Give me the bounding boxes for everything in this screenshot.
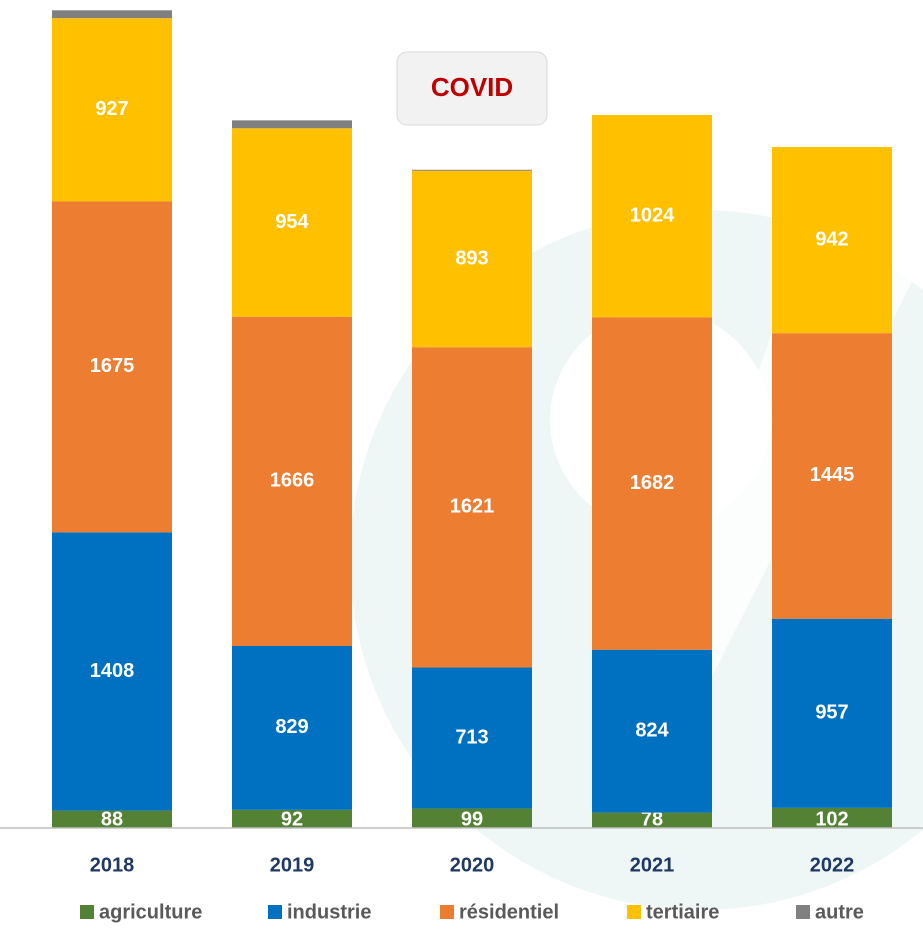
legend-label: tertiaire (646, 901, 719, 923)
data-label: 957 (815, 702, 848, 724)
bar-segment (592, 317, 712, 650)
data-label: 99 (461, 808, 483, 830)
data-label: 893 (455, 247, 488, 269)
legend: agriculture industrie résidentiel tertiaire… (80, 901, 864, 923)
data-label: 1445 (810, 464, 855, 486)
bar-segment (412, 347, 532, 668)
x-tick-label: 2019 (270, 854, 315, 876)
bar-segment (412, 808, 532, 828)
bar-segment (592, 812, 712, 828)
bar-segment (412, 170, 532, 348)
data-label: 92 (281, 808, 303, 830)
x-tick-label: 2021 (630, 854, 675, 876)
bar-segment (52, 18, 172, 202)
data-label: 78 (641, 808, 663, 830)
annotation: COVID (431, 72, 513, 102)
data-label: 1682 (630, 472, 675, 494)
bar-segment (52, 810, 172, 828)
annotation-box: COVID (396, 51, 548, 126)
data-label: 927 (95, 98, 128, 120)
bar-segment (232, 120, 352, 129)
data-label: 829 (275, 716, 308, 738)
legend-swatch (796, 905, 810, 919)
data-label: 942 (815, 228, 848, 250)
data-label: 954 (275, 211, 309, 233)
bar-segment (772, 807, 892, 828)
bar-segment (772, 147, 892, 334)
data-label: 1621 (450, 496, 495, 518)
data-label: 88 (101, 808, 123, 830)
legend-label: autre (815, 901, 864, 923)
bar-segment (232, 645, 352, 810)
bar-segment (412, 667, 532, 809)
data-label: 1024 (630, 204, 675, 226)
legend-label: résidentiel (459, 901, 559, 923)
legend-label: agriculture (99, 901, 202, 923)
data-label: 1675 (90, 355, 135, 377)
x-tick-label: 2020 (450, 854, 495, 876)
legend-label: industrie (287, 901, 371, 923)
bar-segment (52, 201, 172, 533)
bar-segment (592, 649, 712, 813)
data-label: 102 (815, 808, 848, 830)
bar-segment (592, 115, 712, 318)
data-label: 1666 (270, 470, 315, 492)
legend-swatch (440, 905, 454, 919)
legend-swatch (268, 905, 282, 919)
bar-segment (232, 128, 352, 317)
bar-segment (52, 532, 172, 811)
legend-swatch (80, 905, 94, 919)
data-label: 824 (635, 719, 669, 741)
data-label: 1408 (90, 660, 135, 682)
data-label: 713 (455, 726, 488, 748)
bar-segment (412, 169, 532, 171)
legend-swatch (627, 905, 641, 919)
x-tick-label: 2018 (90, 854, 135, 876)
bar-segment (232, 809, 352, 828)
bar-segment (52, 10, 172, 19)
bar-segment (232, 316, 352, 646)
bar-segment (772, 333, 892, 619)
x-tick-label: 2022 (810, 854, 855, 876)
bar-segment (772, 618, 892, 808)
